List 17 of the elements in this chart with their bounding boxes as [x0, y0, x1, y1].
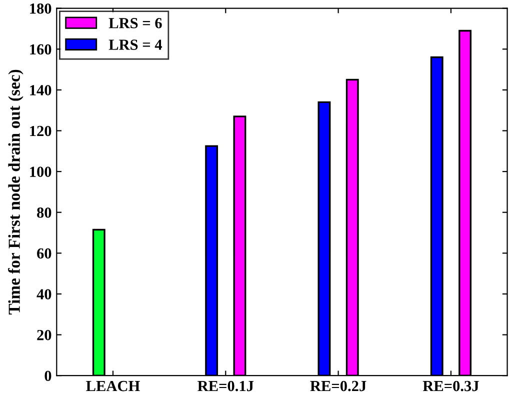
y-tick-label: 40 [36, 289, 52, 300]
y-tick-label: 60 [37, 248, 52, 259]
y-tick-label: 120 [30, 126, 52, 136]
legend-label: LRS = 6 [108, 18, 162, 28]
x-tick-label: RE=0.3J [422, 380, 479, 392]
y-tick-label: 20 [37, 330, 52, 340]
x-tick-label: RE=0.1J [198, 380, 254, 392]
y-axis-title: Time for First node drain out (sec) [8, 70, 24, 315]
y-tick-label: 160 [30, 44, 52, 55]
y-tick-label: 140 [30, 85, 52, 96]
y-tick-label: 80 [37, 207, 52, 218]
y-tick-label: 0 [44, 370, 52, 382]
y-tick-label: 180 [30, 3, 52, 14]
legend-label: LRS = 4 [108, 40, 162, 50]
x-tick-label: LEACH [86, 380, 140, 392]
y-tick-label: 100 [30, 166, 52, 177]
x-tick-label: RE=0.2J [310, 380, 366, 392]
